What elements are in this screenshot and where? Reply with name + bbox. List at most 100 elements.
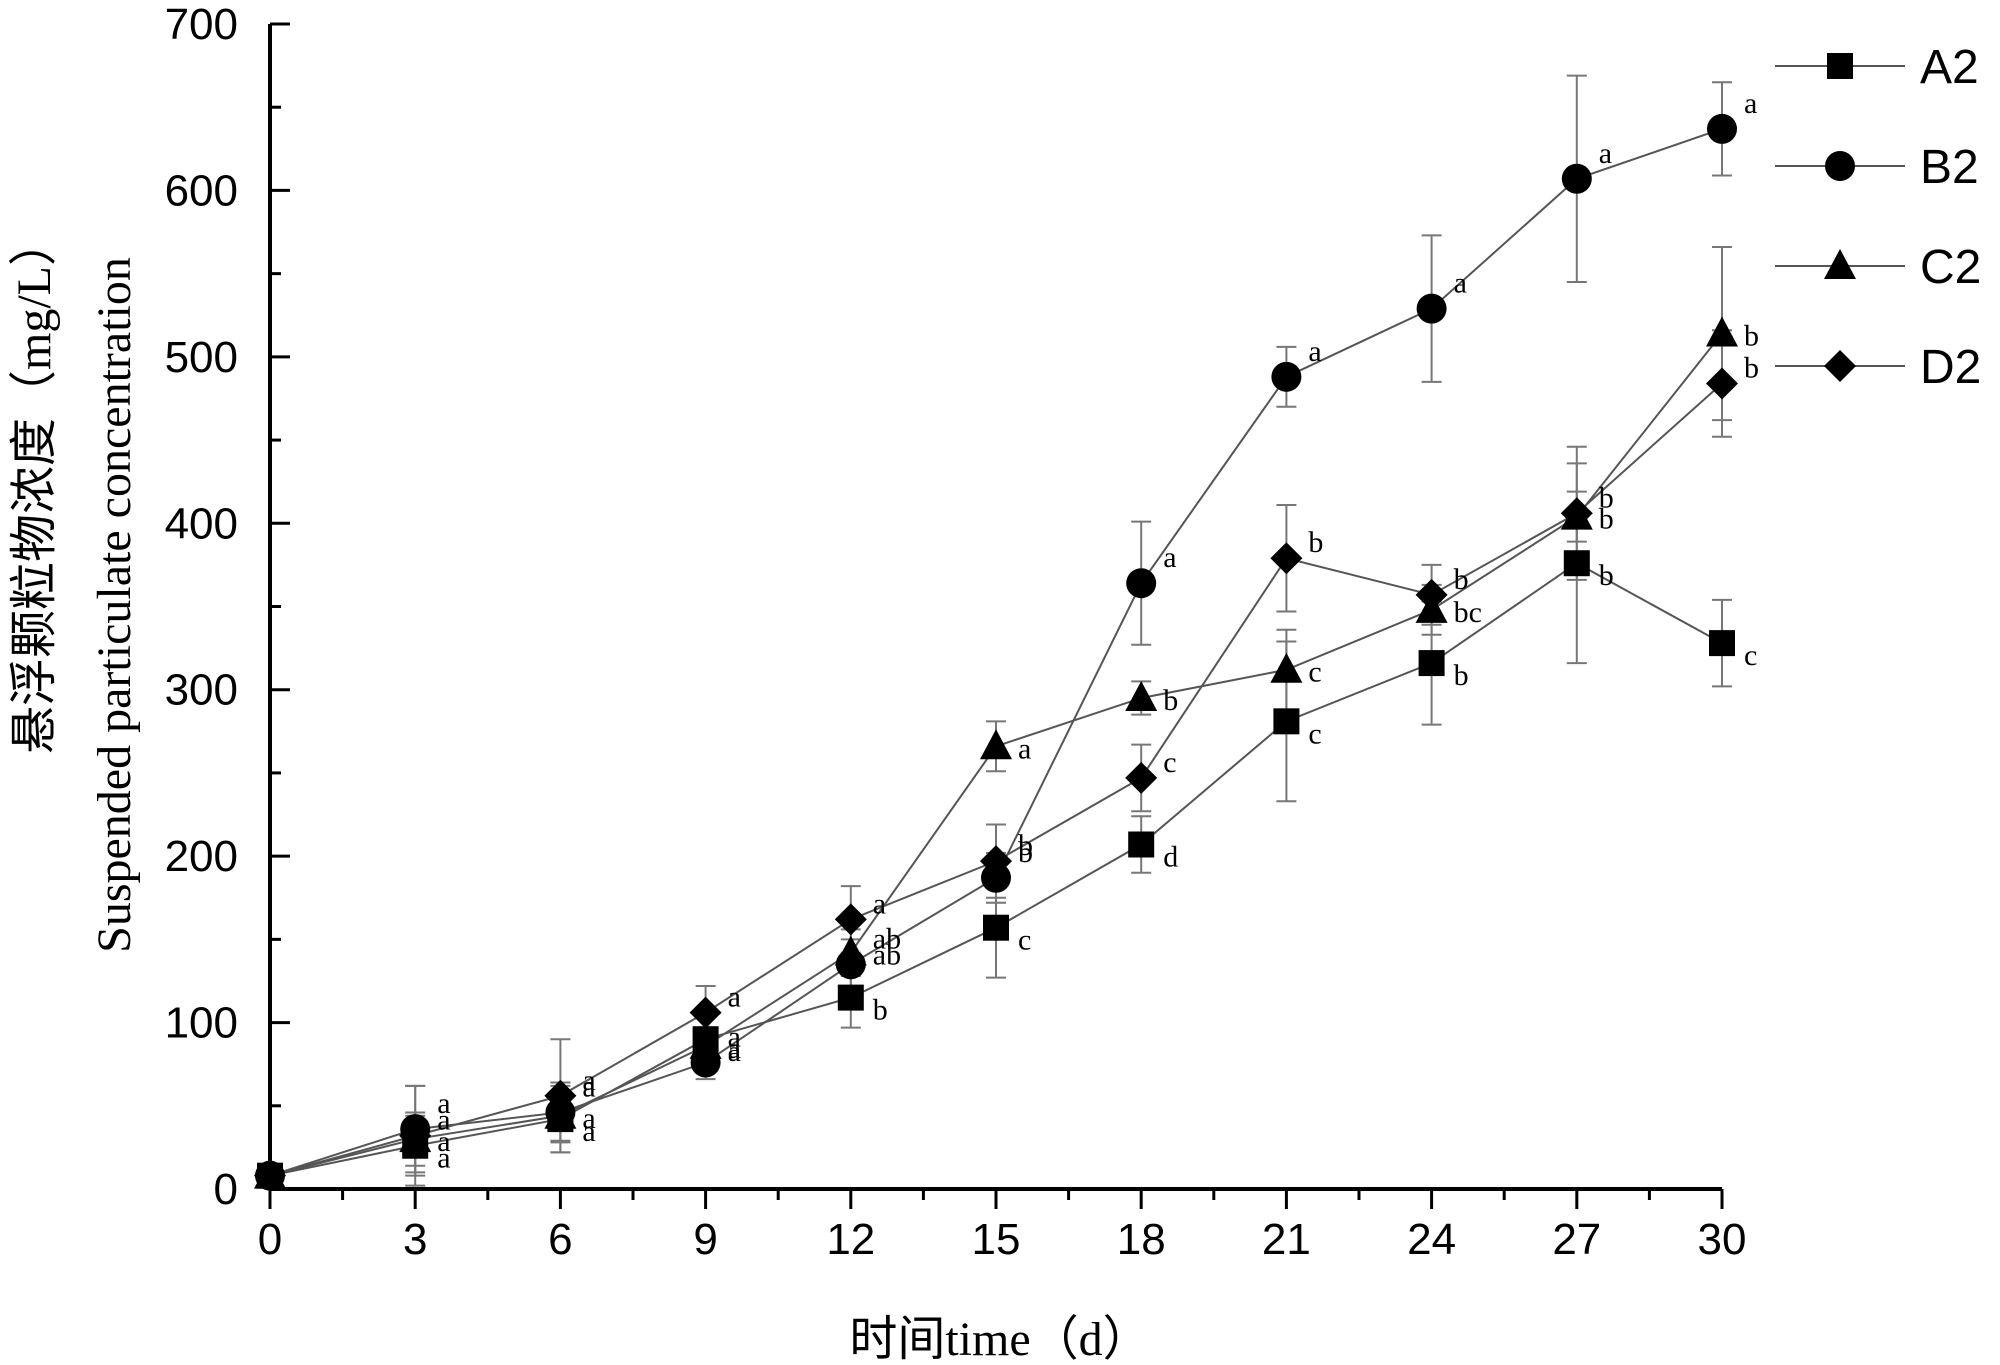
x-tick-label: 30 (1698, 1215, 1747, 1264)
legend-label-c2: C2 (1920, 241, 1981, 294)
point-d2 (834, 903, 867, 936)
sig-label-a2: a (437, 1142, 450, 1175)
point-d2 (980, 845, 1012, 878)
x-tick-label: 21 (1262, 1215, 1311, 1264)
point-d2 (1270, 542, 1303, 575)
sig-label-d2: a (728, 981, 741, 1014)
point-d2 (399, 1119, 432, 1152)
sig-label-a2: d (1163, 840, 1178, 873)
sig-label-b2: a (1744, 87, 1757, 120)
x-tick-label: 18 (1117, 1215, 1166, 1264)
x-tick-label: 24 (1407, 1215, 1456, 1264)
x-axis-title: 时间time（d） (849, 1313, 1150, 1365)
sig-label-d2: a (873, 887, 886, 920)
sig-label-b2: a (582, 1070, 595, 1103)
point-a2 (1273, 708, 1300, 735)
point-c2 (834, 935, 867, 966)
y-tick-label: 700 (165, 0, 238, 49)
point-b2 (1707, 113, 1737, 144)
sig-label-c2: a (437, 1125, 450, 1158)
point-b2 (1561, 163, 1592, 194)
point-d2 (689, 996, 722, 1029)
sig-label-a2: b (1599, 559, 1614, 592)
line-b2 (269, 127, 1723, 1177)
sig-label-c2: b (1163, 684, 1178, 717)
point-a2 (1563, 550, 1590, 577)
legend-marker-a2 (1827, 53, 1853, 79)
series-markers (254, 113, 1738, 1192)
point-c2 (980, 729, 1012, 760)
x-tick-label: 3 (403, 1215, 427, 1264)
x-tick-label: 12 (826, 1215, 875, 1264)
y-tick-label: 300 (165, 666, 238, 715)
sig-label-c2: b (1744, 320, 1759, 353)
point-a2 (1709, 630, 1735, 657)
sig-label-c2: a (1018, 732, 1031, 765)
sig-label-c2: a (728, 1032, 741, 1065)
significance-labels: aaabcdcbbcaaaabbaaaaaaaaababcbcbbaaaabcb… (437, 87, 1759, 1175)
sig-label-c2: a (582, 1102, 595, 1135)
point-c2 (1125, 681, 1158, 712)
sig-label-b2: a (728, 1021, 741, 1054)
sig-label-a2: b (1454, 659, 1469, 692)
point-d2 (1125, 761, 1158, 794)
sig-label-c2: c (1308, 656, 1321, 689)
y-tick-label: 400 (165, 499, 238, 548)
sig-label-b2: b (1018, 836, 1033, 869)
point-d2 (1706, 367, 1738, 400)
legend-label-a2: A2 (1920, 41, 1979, 94)
sig-label-a2: c (1308, 717, 1321, 750)
sig-label-a2: a (728, 1035, 741, 1068)
sig-label-b2: ab (873, 922, 901, 955)
sig-label-a2: a (582, 1115, 595, 1148)
sig-label-a2: b (873, 994, 888, 1027)
point-d2 (1415, 578, 1448, 611)
y-axis-title-english: Suspended particulate concentration (88, 257, 141, 953)
sig-label-d2: a (437, 1104, 450, 1137)
x-tick-label: 15 (972, 1215, 1021, 1264)
point-a2 (1128, 831, 1155, 858)
legend: A2 B2 C2 D2 (1775, 41, 1981, 394)
series-lines (269, 127, 1723, 1177)
sig-label-d2: b (1744, 351, 1759, 384)
point-a2 (1418, 650, 1445, 677)
point-b2 (1271, 361, 1302, 392)
point-c2 (1706, 316, 1738, 347)
sig-label-b2: a (1163, 541, 1176, 574)
point-b2 (1416, 293, 1447, 324)
point-d2 (254, 1159, 286, 1192)
point-d2 (1560, 497, 1593, 530)
point-c2 (689, 1028, 722, 1059)
sig-label-d2: b (1599, 481, 1614, 514)
point-a2 (983, 914, 1009, 941)
legend-marker-c2 (1824, 249, 1856, 279)
line-d2 (269, 382, 1723, 1177)
legend-marker-d2 (1824, 350, 1856, 382)
point-c2 (544, 1098, 577, 1129)
sig-label-c2: bc (1454, 596, 1482, 629)
sig-label-c2: ab (873, 939, 901, 972)
sig-label-d2: b (1454, 563, 1469, 596)
point-b2 (981, 862, 1011, 893)
sig-label-b2: a (1308, 335, 1321, 368)
sig-label-a2: c (1018, 924, 1031, 957)
point-d2 (544, 1079, 577, 1112)
x-tick-label: 0 (258, 1215, 282, 1264)
axes: 0 100 200 300 400 500 600 700 0 3 6 9 12 15 18 21 24 27 30 (165, 0, 1747, 1264)
x-tick-label: 9 (693, 1215, 717, 1264)
sig-label-d2: b (1308, 526, 1323, 559)
y-tick-label: 100 (165, 999, 238, 1048)
x-tick-label: 27 (1552, 1215, 1601, 1264)
y-tick-label: 500 (165, 333, 238, 382)
sig-label-b2: a (437, 1087, 450, 1120)
legend-label-b2: B2 (1920, 141, 1979, 194)
sig-label-b2: a (1454, 267, 1467, 300)
sig-label-b2: a (1599, 137, 1612, 170)
point-b2 (1126, 568, 1157, 599)
sig-label-a2: c (1744, 639, 1757, 672)
sig-label-d2: c (1163, 746, 1176, 779)
y-tick-label: 200 (165, 832, 238, 881)
sig-label-d2: a (582, 1064, 595, 1097)
legend-label-d2: D2 (1920, 341, 1981, 394)
